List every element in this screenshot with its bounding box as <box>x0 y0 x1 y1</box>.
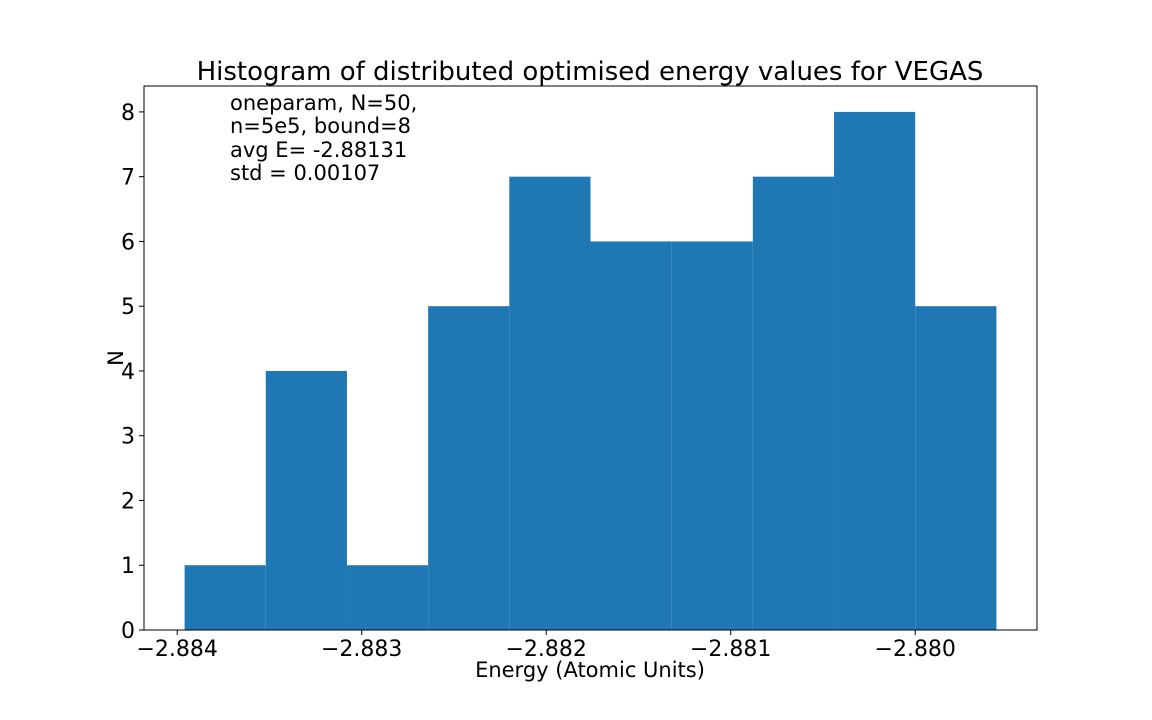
y-tick-label: 5 <box>121 295 135 320</box>
y-tick-label: 6 <box>121 230 135 255</box>
annotation-line-3: avg E= -2.88131 <box>230 138 407 162</box>
histogram-bar <box>428 306 510 630</box>
x-tick-label: −2.884 <box>136 637 217 662</box>
histogram-bar <box>752 176 835 630</box>
histogram-bar <box>265 370 347 630</box>
y-tick-label: 1 <box>121 554 135 579</box>
y-tick-label: 4 <box>121 360 135 385</box>
x-axis-label: Energy (Atomic Units) <box>475 658 705 682</box>
histogram-bar <box>915 306 997 630</box>
annotation-line-1: oneparam, N=50, <box>230 91 417 115</box>
y-axis-label: N <box>104 350 128 366</box>
y-tick-label: 7 <box>121 166 135 191</box>
histogram-bar <box>671 241 753 630</box>
histogram-bar <box>184 565 266 630</box>
stats-annotation: oneparam, N=50, n=5e5, bound=8 avg E= -2… <box>230 91 417 185</box>
histogram-bar <box>509 176 591 630</box>
x-tick-label: −2.880 <box>875 637 956 662</box>
y-tick-label: 0 <box>121 619 135 644</box>
plot-frame <box>143 85 1038 631</box>
y-tick-label: 8 <box>121 101 135 126</box>
histogram-bar <box>346 565 429 630</box>
chart-title: Histogram of distributed optimised energ… <box>197 57 984 87</box>
histogram-bars <box>184 111 997 630</box>
x-axis-ticks: −2.884 −2.883 −2.882 −2.881 −2.880 <box>136 630 956 662</box>
histogram-bar <box>590 241 672 630</box>
y-tick-label: 2 <box>121 489 135 514</box>
x-tick-label: −2.882 <box>506 637 587 662</box>
x-tick-label: −2.883 <box>321 637 402 662</box>
y-axis-ticks: 0 1 2 3 4 5 6 7 8 <box>121 101 144 644</box>
annotation-line-2: n=5e5, bound=8 <box>230 114 411 138</box>
annotation-line-4: std = 0.00107 <box>230 161 380 185</box>
x-tick-label: −2.881 <box>690 637 771 662</box>
histogram-bar <box>834 111 916 630</box>
y-tick-label: 3 <box>121 425 135 450</box>
